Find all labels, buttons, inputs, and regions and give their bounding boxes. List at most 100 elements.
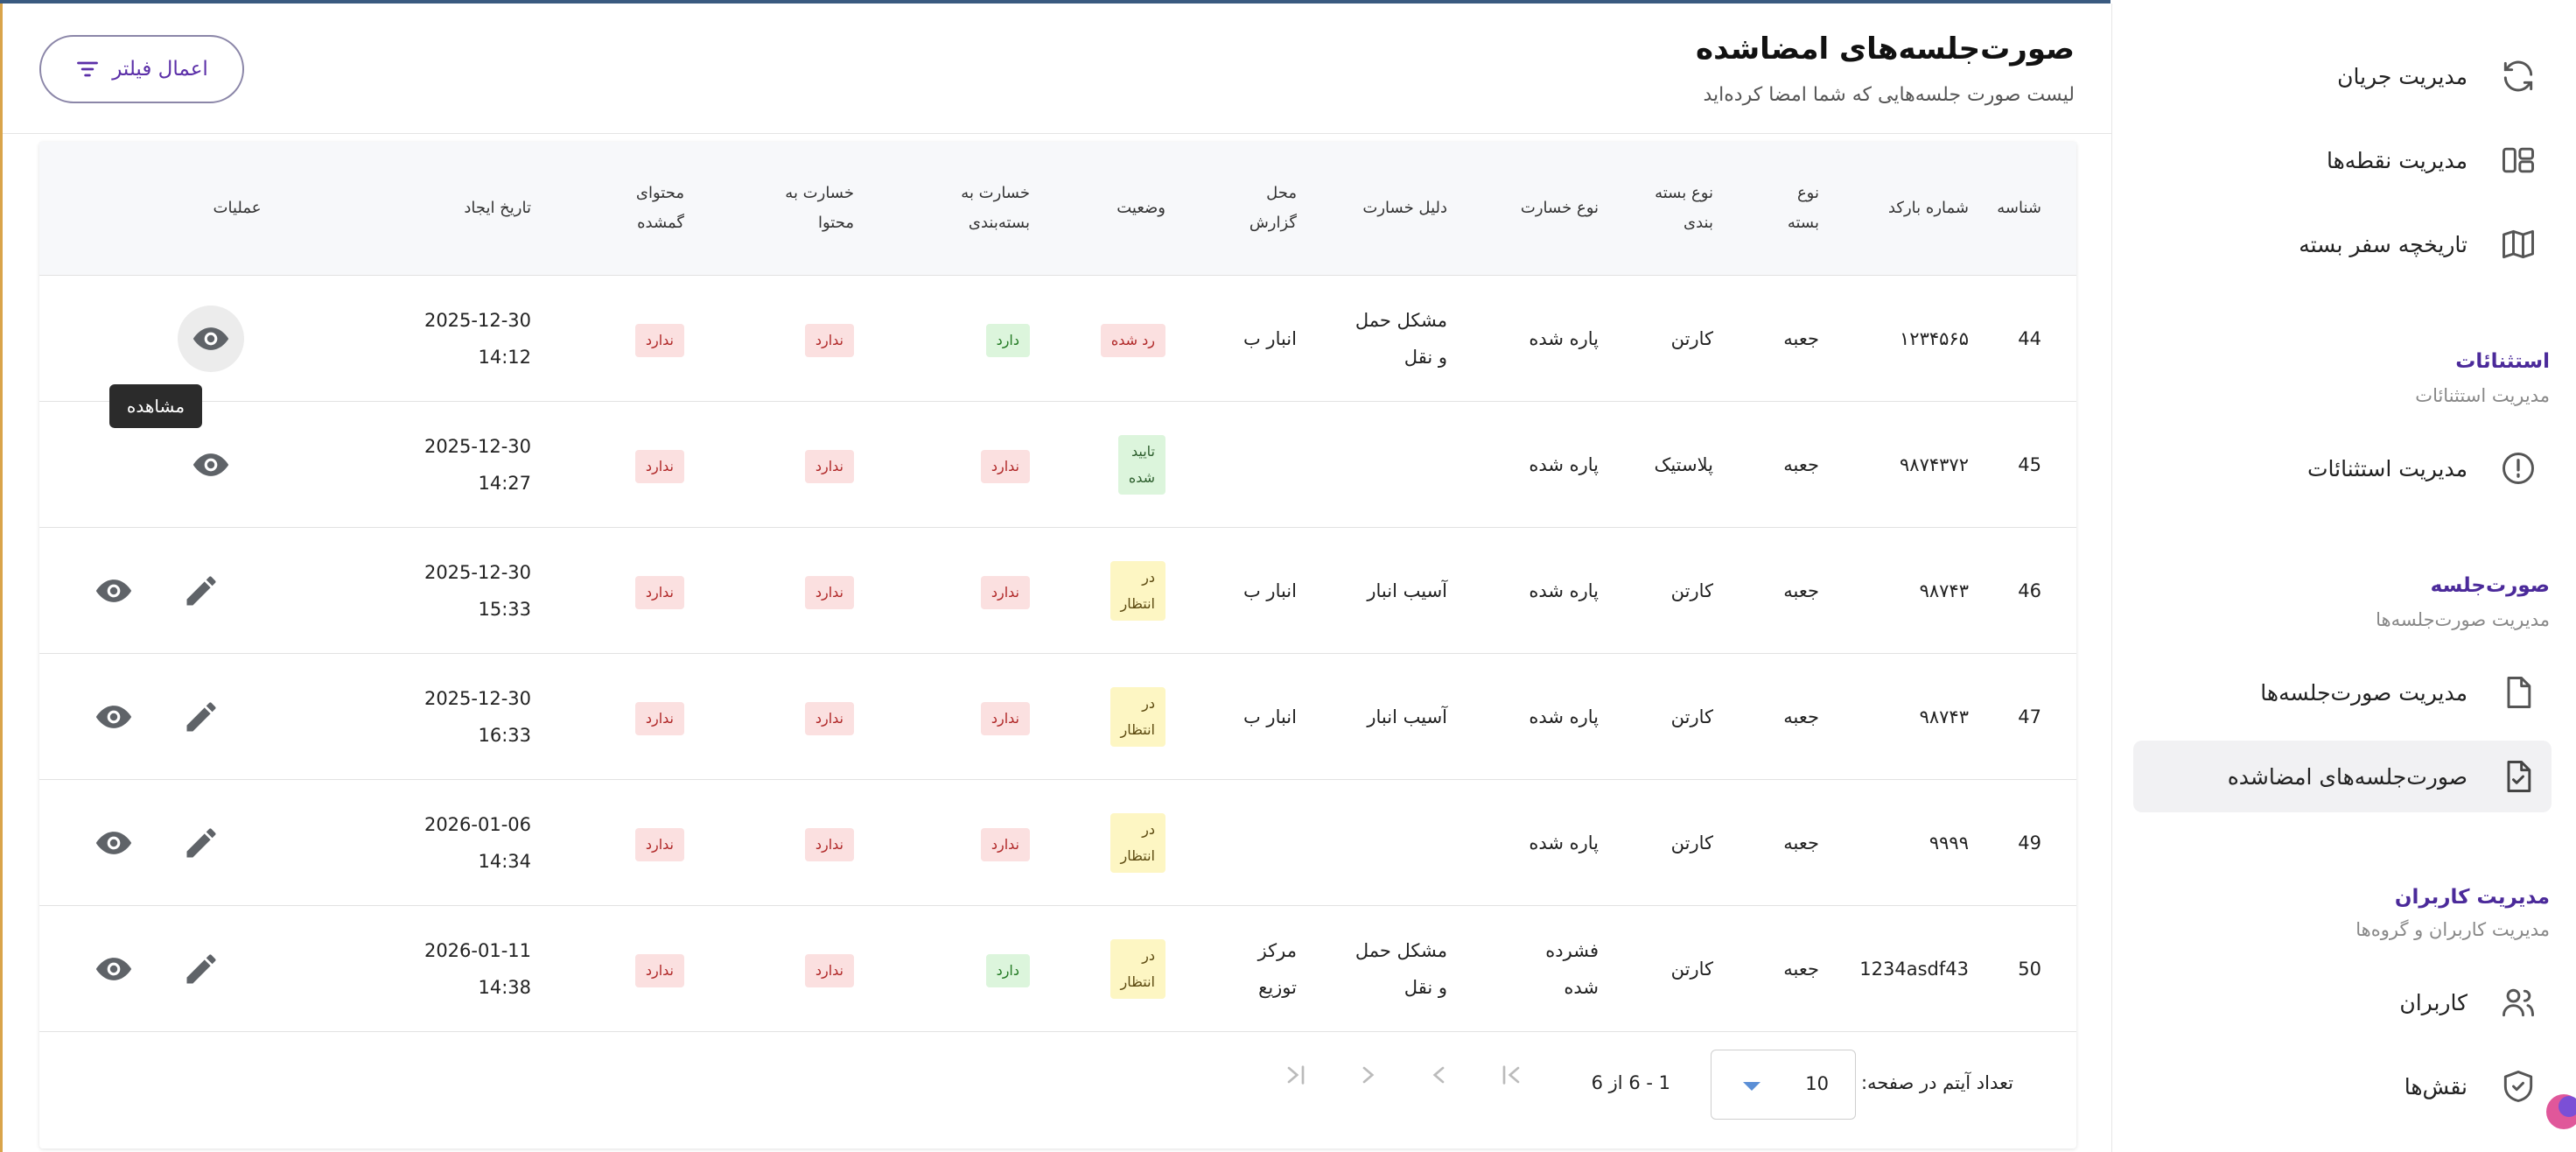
apply-filter-button[interactable]: اعمال فیلتر bbox=[39, 35, 244, 103]
table-row: 45 ۹۸۷۴۳۷۲ جعبه پلاستیک پاره شده تایید شده ندا… bbox=[39, 401, 2076, 528]
sidebar-item-points-management[interactable]: مدیریت نقطه‌ها bbox=[2133, 124, 2552, 196]
eye-icon bbox=[192, 446, 230, 484]
header-text: محل گزارش bbox=[1249, 184, 1297, 232]
content-damage-badge: ندارد bbox=[804, 575, 854, 609]
sidebar-item-users[interactable]: کاربران bbox=[2133, 966, 2552, 1038]
created-date: 2026-01-06 bbox=[424, 813, 531, 835]
col-header-packaging-damage[interactable]: خسارت به بسته‌بندی bbox=[855, 142, 1031, 276]
cell-id: 44 bbox=[1970, 275, 2076, 402]
edit-button[interactable] bbox=[168, 684, 234, 750]
previous-page-icon[interactable] bbox=[1425, 1061, 1453, 1089]
cell-report-location bbox=[1166, 779, 1298, 906]
cell-id: 50 bbox=[1970, 905, 2076, 1032]
col-header-barcode[interactable]: شماره بارکد bbox=[1820, 142, 1970, 276]
sidebar-item-flow-management[interactable]: مدیریت جریان bbox=[2133, 40, 2552, 112]
status-badge: در انتظار bbox=[1110, 938, 1166, 999]
cell-actions bbox=[39, 905, 382, 1032]
sidebar-item-exceptions-management[interactable]: مدیریت استثنائات bbox=[2133, 432, 2552, 504]
cell-report-location: انبار ب bbox=[1166, 653, 1298, 780]
items-per-page-select[interactable]: 10 bbox=[1711, 1050, 1856, 1120]
table-header-row: شناسه شماره بارکد نوع بسته نوع بسته بندی… bbox=[39, 142, 2076, 276]
view-button[interactable] bbox=[80, 684, 147, 750]
cell-damage-type: فشرده شده bbox=[1448, 905, 1600, 1032]
cell-report-location: انبار ب bbox=[1166, 275, 1298, 402]
table-row: 50 1234asdf43 جعبه کارتن فشرده شده مشکل حمل و… bbox=[39, 905, 2076, 1032]
refresh-icon bbox=[2497, 55, 2539, 97]
edit-button[interactable] bbox=[168, 810, 234, 876]
sidebar-item-signed-minutes[interactable]: صورت‌جلسه‌های امضاشده bbox=[2133, 741, 2552, 812]
content-damage-badge: ندارد bbox=[804, 323, 854, 357]
col-header-damage-reason[interactable]: دلیل خسارت bbox=[1298, 142, 1448, 276]
left-accent-line bbox=[0, 4, 3, 1152]
next-page-icon[interactable] bbox=[1354, 1061, 1382, 1089]
col-header-content-damage[interactable]: خسارت به محتوا bbox=[685, 142, 855, 276]
brain-icon[interactable] bbox=[2538, 1085, 2576, 1138]
view-button[interactable] bbox=[177, 305, 244, 372]
col-header-report-location[interactable]: محل گزارش bbox=[1166, 142, 1298, 276]
created-time: 15:33 bbox=[478, 598, 531, 620]
packaging-damage-badge: ندارد bbox=[980, 575, 1030, 609]
view-button[interactable] bbox=[80, 810, 147, 876]
page-title: صورت‌جلسه‌های امضاشده bbox=[1696, 32, 2075, 67]
cell-text: فشرده شده bbox=[1545, 939, 1599, 998]
cell-packaging-damage: ندارد bbox=[855, 653, 1031, 780]
cell-packaging-damage: ندارد bbox=[855, 527, 1031, 654]
items-per-page-label: تعداد آیتم در صفحه: bbox=[1860, 1072, 2013, 1093]
col-header-id[interactable]: شناسه bbox=[1970, 142, 2076, 276]
view-button[interactable] bbox=[178, 432, 244, 498]
cell-text: مرکز توزیع bbox=[1257, 939, 1297, 998]
cell-package-type: جعبه bbox=[1714, 401, 1820, 528]
content-damage-badge: ندارد bbox=[804, 701, 854, 735]
cell-actions bbox=[39, 275, 382, 402]
cell-damage-type: پاره شده bbox=[1448, 401, 1600, 528]
col-header-packaging-type[interactable]: نوع بسته بندی bbox=[1600, 142, 1714, 276]
sidebar-item-minutes-management[interactable]: مدیریت صورت‌جلسه‌ها bbox=[2133, 657, 2552, 728]
header-text: خسارت به بسته‌بندی bbox=[961, 184, 1030, 232]
view-button[interactable] bbox=[80, 936, 147, 1002]
created-time: 14:38 bbox=[478, 976, 531, 998]
col-header-created-at[interactable]: تاریخ ایجاد bbox=[382, 142, 532, 276]
lost-content-badge: ندارد bbox=[634, 323, 684, 357]
cell-packaging-type: کارتن bbox=[1600, 527, 1714, 654]
cell-content-damage: ندارد bbox=[685, 653, 855, 780]
cell-damage-reason bbox=[1298, 779, 1448, 906]
users-icon bbox=[2497, 981, 2539, 1023]
cell-package-type: جعبه bbox=[1714, 653, 1820, 780]
cell-created-at: 2025-12-30 14:12 bbox=[382, 275, 532, 402]
cell-text: پاره شده bbox=[1529, 453, 1599, 475]
sidebar-item-label: تاریخچه سفر بسته bbox=[2299, 231, 2468, 257]
col-header-status[interactable]: وضعیت bbox=[1031, 142, 1166, 276]
last-page-icon[interactable] bbox=[1282, 1061, 1310, 1089]
view-button[interactable] bbox=[80, 558, 147, 624]
first-page-icon[interactable] bbox=[1497, 1061, 1525, 1089]
cell-damage-type: پاره شده bbox=[1448, 527, 1600, 654]
cell-text: آسیب انبار bbox=[1367, 706, 1447, 727]
sidebar-item-package-history[interactable]: تاریخچه سفر بسته bbox=[2133, 208, 2552, 280]
col-header-lost-content[interactable]: محتوای گمشده bbox=[532, 142, 685, 276]
cell-text: پاره شده bbox=[1529, 580, 1599, 601]
sidebar-item-label: مدیریت نقطه‌ها bbox=[2326, 147, 2468, 173]
created-time: 14:27 bbox=[478, 472, 531, 494]
header-text: محتوای گمشده bbox=[635, 184, 684, 232]
col-header-damage-type[interactable]: نوع خسارت bbox=[1448, 142, 1600, 276]
edit-button[interactable] bbox=[168, 936, 234, 1002]
sidebar-section-title: صورت‌جلسه bbox=[2430, 574, 2550, 597]
sidebar-item-roles[interactable]: نقش‌ها bbox=[2133, 1050, 2552, 1122]
status-badge: رد شده bbox=[1100, 323, 1166, 357]
sidebar: مدیریت جریان مدیریت نقطه‌ها تاریخچه سفر … bbox=[2112, 0, 2576, 1152]
created-date: 2025-12-30 bbox=[424, 561, 531, 583]
eye-icon bbox=[94, 950, 133, 988]
chevron-down-icon bbox=[1743, 1082, 1760, 1091]
edit-button[interactable] bbox=[168, 558, 234, 624]
top-accent-line bbox=[0, 0, 2110, 4]
cell-lost-content: ندارد bbox=[532, 653, 685, 780]
cell-text: مشکل حمل و نقل bbox=[1354, 309, 1447, 368]
cell-barcode: ۹۸۷۴۳۷۲ bbox=[1820, 401, 1970, 528]
col-header-actions: عملیات bbox=[39, 142, 382, 276]
col-header-package-type[interactable]: نوع بسته bbox=[1714, 142, 1820, 276]
cell-report-location bbox=[1166, 401, 1298, 528]
packaging-damage-badge: دارد bbox=[985, 323, 1030, 357]
shield-check-icon bbox=[2497, 1065, 2539, 1107]
cell-text: آسیب انبار bbox=[1367, 580, 1447, 601]
created-time: 14:34 bbox=[478, 850, 531, 872]
